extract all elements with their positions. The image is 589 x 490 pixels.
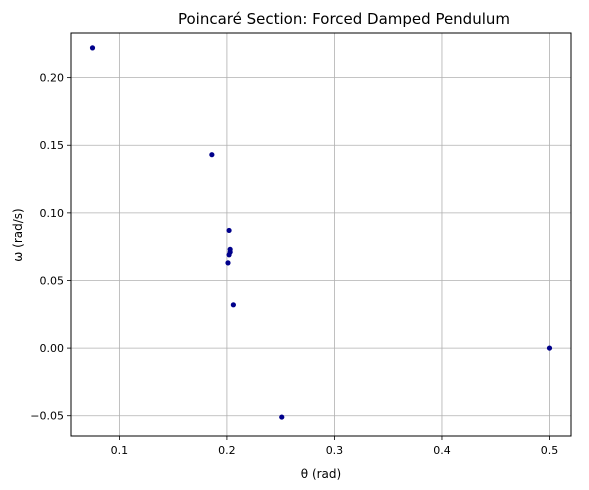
x-tick-label: 0.2 [218, 444, 236, 457]
y-axis-ticks: −0.05 0.00 0.05 0.10 0.15 0.20 [30, 72, 71, 423]
data-point [209, 152, 215, 158]
y-tick-label: 0.20 [40, 72, 65, 85]
data-points [89, 45, 553, 420]
chart-title: Poincaré Section: Forced Damped Pendulum [178, 10, 510, 28]
x-tick-label: 0.3 [326, 444, 344, 457]
y-axis-label: ω (rad/s) [11, 208, 25, 261]
y-tick-label: 0.05 [40, 274, 65, 287]
data-point [226, 227, 232, 234]
x-tick-label: 0.1 [111, 444, 129, 457]
y-tick-label: 0.10 [40, 207, 65, 220]
data-point [225, 260, 231, 266]
y-tick-label: −0.05 [30, 410, 64, 423]
x-axis-label: θ (rad) [301, 467, 341, 481]
y-tick-label: 0.15 [40, 139, 65, 152]
grid [71, 33, 571, 436]
x-tick-label: 0.5 [541, 444, 559, 457]
data-point [230, 302, 236, 308]
data-point [546, 345, 553, 351]
x-tick-label: 0.4 [433, 444, 451, 457]
data-point [226, 252, 232, 258]
y-tick-label: 0.00 [40, 342, 65, 355]
data-point [89, 45, 96, 51]
plot-frame [70, 32, 572, 437]
x-axis-ticks: 0.1 0.2 0.3 0.4 0.5 [111, 436, 559, 457]
data-point [279, 414, 285, 420]
